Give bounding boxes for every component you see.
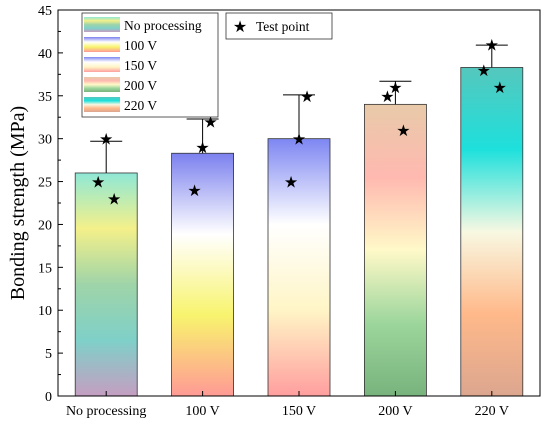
x-tick-label-5: 220 V <box>475 404 509 419</box>
legend-label-4: 200 V <box>124 78 157 93</box>
test-point-legend-icon: ★ <box>233 17 247 36</box>
legend-swatch-2 <box>84 37 120 52</box>
test-point-1-1: ★ <box>99 130 113 149</box>
test-point-1-2: ★ <box>91 173 105 192</box>
bar-4 <box>363 103 427 397</box>
bar-1 <box>74 172 138 397</box>
test-point-3-2: ★ <box>284 173 298 192</box>
test-point-2-1: ★ <box>195 138 209 157</box>
y-tick-label-25: 25 <box>38 176 52 191</box>
legend-swatch-1 <box>84 17 120 32</box>
y-tick-label-15: 15 <box>38 261 52 276</box>
legend-label-2: 100 V <box>124 38 157 53</box>
x-tick-label-4: 200 V <box>378 404 412 419</box>
x-tick-label-2: 100 V <box>185 404 219 419</box>
x-tick-label-3: 150 V <box>282 404 316 419</box>
y-tick-label-35: 35 <box>38 90 52 105</box>
y-axis-label: Bonding strength (MPa) <box>7 106 29 300</box>
legend-label-1: No processing <box>124 18 202 33</box>
test-point-2-2: ★ <box>187 181 201 200</box>
marker-legend: ★ Test point <box>225 12 333 40</box>
bar-2 <box>171 152 235 397</box>
legend-label-5: 220 V <box>124 98 157 113</box>
marker-legend-box <box>225 12 333 40</box>
legend-label-3: 150 V <box>124 58 157 73</box>
legend-swatch-4 <box>84 77 120 92</box>
axes-layer: 0 5 10 15 20 25 30 35 40 45 No processing 100 V 150 … <box>38 4 509 419</box>
bar-5 <box>460 67 524 397</box>
legend-swatch-3 <box>84 57 120 72</box>
test-point-1-3: ★ <box>107 190 121 209</box>
y-tick-label-5: 5 <box>45 347 52 362</box>
test-point-4-3: ★ <box>396 121 410 140</box>
test-point-3-1: ★ <box>292 130 306 149</box>
y-tick-label-20: 20 <box>38 218 52 233</box>
test-point-5-2: ★ <box>477 61 491 80</box>
error-bars-layer <box>90 44 508 173</box>
test-point-3-3: ★ <box>300 87 314 106</box>
y-tick-label-45: 45 <box>38 4 52 19</box>
test-point-4-1: ★ <box>388 78 402 97</box>
legend: No processing 100 V 150 V 200 V 220 V <box>81 12 219 118</box>
legend-swatch-5 <box>84 97 120 112</box>
y-tick-label-0: 0 <box>45 390 52 405</box>
test-point-4-2: ★ <box>380 87 394 106</box>
y-tick-label-10: 10 <box>38 304 52 319</box>
test-point-5-1: ★ <box>485 35 499 54</box>
x-tick-label-1: No processing <box>66 404 147 419</box>
test-point-5-3: ★ <box>493 78 507 97</box>
bar-3 <box>267 138 331 397</box>
test-point-legend-label: Test point <box>256 19 310 34</box>
y-tick-label-30: 30 <box>38 133 52 148</box>
y-tick-label-40: 40 <box>38 47 52 62</box>
